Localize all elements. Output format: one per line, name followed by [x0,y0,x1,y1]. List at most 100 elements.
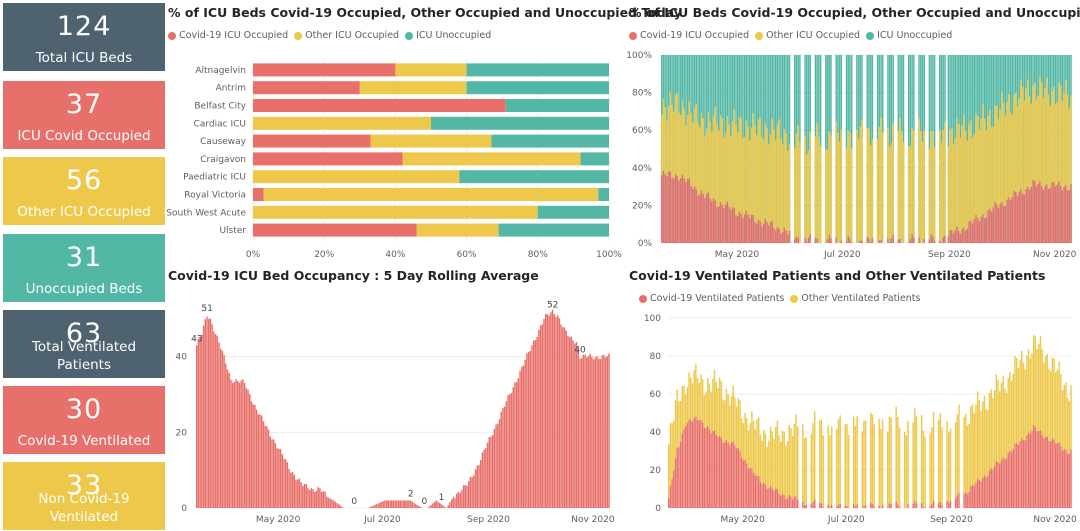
bar-segment-covid [700,190,703,243]
bar-segment-other [1009,372,1011,451]
bar-segment-covid [1068,190,1071,243]
bar-segment-other [980,410,982,482]
bar [310,488,313,508]
legend-item-covid-ventilated[interactable]: Covid-19 Ventilated Patients [639,293,784,304]
bar-segment-covid [988,470,991,508]
bar-segment-other [666,120,668,177]
bar-segment-covid [866,237,868,243]
bar [269,436,272,508]
legend-label: ICU Unoccupied [416,30,492,41]
bar-segment-other [764,433,767,485]
chart-title-occupancy-trend: % of ICU Beds Covid-19 Occupied, Other O… [629,5,1080,20]
legend-item-covid[interactable]: Covid-19 ICU Occupied [168,30,288,41]
bar-segment-covid [787,234,789,243]
bar-segment-other [814,135,817,239]
bar-segment-covid [863,505,865,508]
bar [512,387,514,508]
bar-segment-covid [719,202,722,243]
bar-segment-other [878,127,881,241]
kpi-value: 30 [65,394,103,425]
bar [548,315,550,508]
legend-item-other[interactable]: Other ICU Occupied [755,30,860,41]
bar-segment-other [693,370,695,418]
bar-segment-covid [871,503,874,508]
bar-segment-covid [968,221,970,243]
legend-item-unoccupied[interactable]: ICU Unoccupied [866,30,952,41]
bar-segment-covid [762,223,765,243]
bar-segment-unoccupied [825,55,827,243]
bar [228,372,230,508]
bar-segment-other [664,106,666,175]
bar-segment-other [809,131,811,234]
bar-segment-other [717,388,719,438]
bar [591,356,593,508]
bar [404,500,407,508]
bar-segment-other [668,444,670,499]
bar-segment-covid [693,186,696,243]
bar-segment-other [1063,93,1065,188]
bar-segment-other [890,417,892,504]
y-tick-label: 20% [632,201,652,211]
bar-segment-covid [1063,449,1065,508]
bar-segment-other [769,426,772,487]
bar-segment-covid [759,481,762,508]
bar-segment-covid [1009,200,1012,243]
bar-segment-covid [735,215,737,243]
bar-segment-covid [814,238,817,243]
bar-segment-covid [1004,206,1007,243]
bar-segment-other [975,113,977,215]
bar-segment-other [1034,83,1036,182]
bar [560,324,562,508]
bar-segment-covid [683,178,685,243]
y-tick-label: 0 [181,504,187,514]
bar [418,506,420,508]
bar-segment-covid [662,170,665,243]
bar [262,421,265,508]
bar-segment-covid [788,495,790,508]
bar-segment-covid [929,506,931,508]
bar-segment-other [1037,95,1039,184]
bar-segment-other [1008,94,1010,198]
bar [575,342,578,508]
bar-segment-covid [999,204,1001,243]
bar-segment-other [1005,393,1008,459]
bar-segment-other [942,129,944,238]
bar-segment-covid [1051,438,1054,508]
bar-segment-other [840,129,843,241]
legend-item-other-ventilated[interactable]: Other Ventilated Patients [790,293,920,304]
bar-segment-covid [778,228,780,243]
bar-segment-other [671,105,673,178]
bar-segment-other [854,425,857,507]
bar [464,485,467,508]
bar-segment-covid [1017,444,1020,508]
bar-segment-other [825,149,827,243]
bar-segment-other [1040,82,1043,187]
bar-segment-covid [776,227,779,243]
kpi-label: Covid-19 Ventilated [17,433,151,449]
bar-segment-other [778,435,780,494]
bar-segment-covid [922,506,925,508]
legend-item-covid[interactable]: Covid-19 ICU Occupied [629,30,749,41]
bar-segment [263,188,599,201]
bar-segment-covid [1011,197,1014,243]
bar-segment-covid [826,239,829,243]
bar [527,351,530,508]
bar-segment-other [857,138,860,243]
bar-segment-covid [990,468,992,508]
bar-segment-other [1017,368,1020,445]
data-label: 40 [574,346,586,356]
bar-segment-other [941,427,943,506]
bar-segment-other [952,144,955,234]
bar-segment-covid [681,174,684,243]
legend-item-unoccupied[interactable]: ICU Unoccupied [405,30,491,41]
bar-segment [466,63,609,77]
bar-segment-covid [822,507,824,508]
bar-segment-covid [892,234,894,243]
bar-segment-covid [715,434,717,508]
bar-segment-covid [932,236,934,243]
chart-title-ventilated: Covid-19 Ventilated Patients and Other V… [629,268,1046,283]
legend-item-other[interactable]: Other ICU Occupied [294,30,399,41]
bar [235,379,237,508]
bar [570,336,573,508]
bar-segment-covid [1046,184,1048,243]
